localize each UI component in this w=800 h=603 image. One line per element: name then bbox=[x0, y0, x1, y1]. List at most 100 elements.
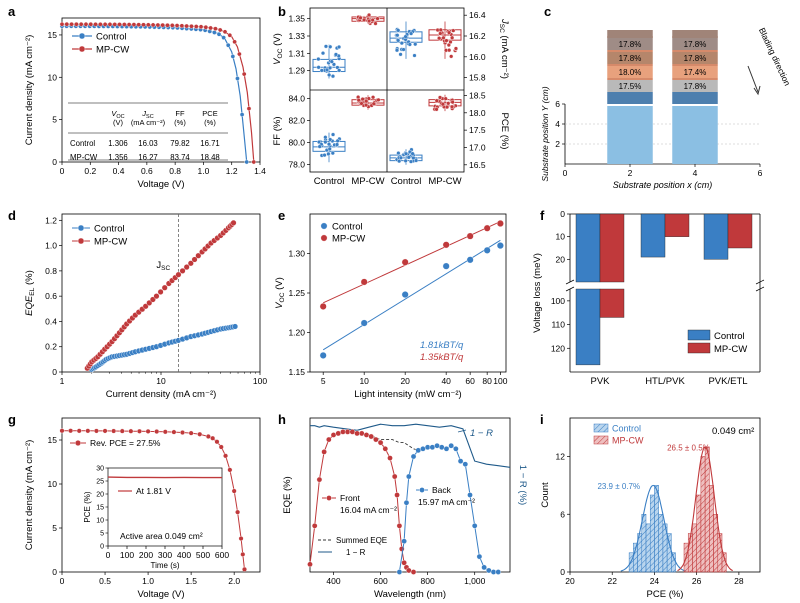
back-line bbox=[398, 445, 499, 573]
y-tick-label: 20 bbox=[96, 492, 104, 499]
axis-break bbox=[565, 279, 575, 292]
box-point bbox=[407, 42, 412, 47]
jv-point bbox=[155, 22, 161, 28]
y-tick-label: 2 bbox=[555, 139, 560, 149]
film-layer bbox=[607, 80, 653, 92]
legend-swatch bbox=[593, 435, 609, 445]
box-point bbox=[371, 101, 376, 106]
y-tick-label: 0.2 bbox=[45, 342, 57, 352]
x-tick-label: 4 bbox=[693, 168, 698, 178]
box-point bbox=[324, 67, 330, 72]
x-axis-label: Voltage (V) bbox=[138, 179, 185, 190]
table-header-unit: (mA cm⁻²) bbox=[131, 118, 166, 127]
front-point bbox=[335, 430, 342, 437]
jv-point bbox=[222, 29, 228, 35]
jv-point bbox=[162, 429, 168, 435]
box-point bbox=[334, 142, 340, 147]
y-tick-label: 120 bbox=[551, 343, 565, 353]
film-layer bbox=[672, 52, 718, 64]
box-point bbox=[406, 155, 411, 160]
box-point bbox=[370, 95, 376, 100]
jv-point bbox=[242, 566, 248, 572]
y-tick-label: 16.0 bbox=[469, 52, 486, 62]
panel-label: a bbox=[8, 4, 16, 19]
hist-bar bbox=[645, 523, 651, 573]
jv-point bbox=[239, 112, 245, 117]
layer-label: 17.8% bbox=[684, 54, 707, 63]
y-tick-label: 6 bbox=[560, 509, 565, 519]
jsc-label: JSC bbox=[156, 260, 170, 272]
jv-line bbox=[62, 430, 245, 570]
front-point bbox=[344, 429, 351, 435]
y-tick-label: 15 bbox=[48, 30, 58, 40]
table-cell: MP-CW bbox=[70, 153, 98, 162]
box-point bbox=[438, 27, 443, 33]
box-point bbox=[434, 107, 439, 112]
legend-label: Control bbox=[612, 424, 641, 434]
box-point bbox=[444, 104, 450, 110]
box-point bbox=[335, 138, 340, 143]
panel-label: h bbox=[278, 412, 286, 427]
back-point bbox=[434, 442, 440, 449]
y-tick-label: 1.20 bbox=[288, 328, 305, 338]
legend-marker bbox=[77, 237, 85, 245]
jv-point bbox=[126, 22, 132, 27]
front-label: Front bbox=[340, 493, 360, 503]
x-tick-label: 500 bbox=[196, 550, 210, 560]
hist-bar bbox=[654, 485, 659, 573]
table-header: FF bbox=[175, 109, 185, 118]
jv-point bbox=[145, 22, 151, 28]
y-tick-label: 5 bbox=[52, 523, 57, 533]
x-tick-label: 22 bbox=[607, 576, 617, 586]
voc-point bbox=[360, 278, 368, 286]
hist-bar bbox=[649, 494, 655, 573]
panel-i: 20 22 24 26 28 0 6 12 PCE (%) Count 23.9 ± 0.7% 26.… bbox=[540, 417, 761, 600]
fit-annotation: 1.35kBT/q bbox=[420, 352, 464, 363]
loss-bar bbox=[575, 288, 601, 366]
jv-point bbox=[69, 21, 74, 27]
y-axis-label: Voltage loss (meV) bbox=[532, 253, 543, 333]
y-tick-label: 18.5 bbox=[469, 90, 486, 100]
x-tick-label: 100 bbox=[493, 376, 507, 386]
y-axis-label: VOC (V) bbox=[274, 277, 286, 309]
y-tick-label: 16.4 bbox=[469, 10, 486, 20]
box-point bbox=[403, 151, 409, 156]
box-body bbox=[312, 140, 346, 152]
table-cell: 16.27 bbox=[138, 153, 158, 162]
box-point bbox=[447, 48, 452, 53]
x-tick-label: 600 bbox=[215, 550, 229, 560]
front-point bbox=[358, 430, 365, 437]
jv-point bbox=[93, 21, 98, 27]
layer-label: 17.5% bbox=[619, 82, 642, 91]
front-point bbox=[354, 430, 360, 437]
box-point bbox=[449, 54, 454, 59]
box-point bbox=[450, 35, 455, 40]
jv-point bbox=[160, 22, 165, 28]
hist-bar bbox=[709, 485, 714, 573]
y-tick-label: 110 bbox=[551, 320, 565, 330]
back-point bbox=[410, 453, 417, 460]
box-point bbox=[331, 62, 337, 67]
table-cell: 83.74 bbox=[170, 153, 190, 162]
hist-bar bbox=[692, 523, 697, 573]
back-point bbox=[476, 553, 483, 560]
front-point bbox=[373, 436, 379, 443]
voc-point bbox=[319, 302, 327, 310]
x-axis-label: Light intensity (mW cm⁻²) bbox=[354, 389, 461, 400]
legend-label: At 1.81 V bbox=[136, 486, 171, 496]
loss-bar bbox=[599, 288, 625, 318]
hist-bar bbox=[658, 514, 664, 573]
y-tick-label: 15.8 bbox=[469, 73, 486, 83]
hist-bar bbox=[704, 446, 710, 573]
back-point bbox=[420, 445, 426, 452]
box-point bbox=[327, 65, 333, 70]
back-point bbox=[471, 523, 478, 529]
x-tick-label: 1.4 bbox=[254, 166, 266, 176]
box-point bbox=[361, 17, 367, 22]
box-point bbox=[337, 68, 342, 73]
box-point bbox=[336, 44, 342, 50]
layer-label: 17.8% bbox=[619, 40, 642, 49]
table-cell: 1.356 bbox=[108, 153, 128, 162]
legend-label: Rev. PCE = 27.5% bbox=[90, 438, 161, 448]
back-point bbox=[396, 569, 403, 575]
